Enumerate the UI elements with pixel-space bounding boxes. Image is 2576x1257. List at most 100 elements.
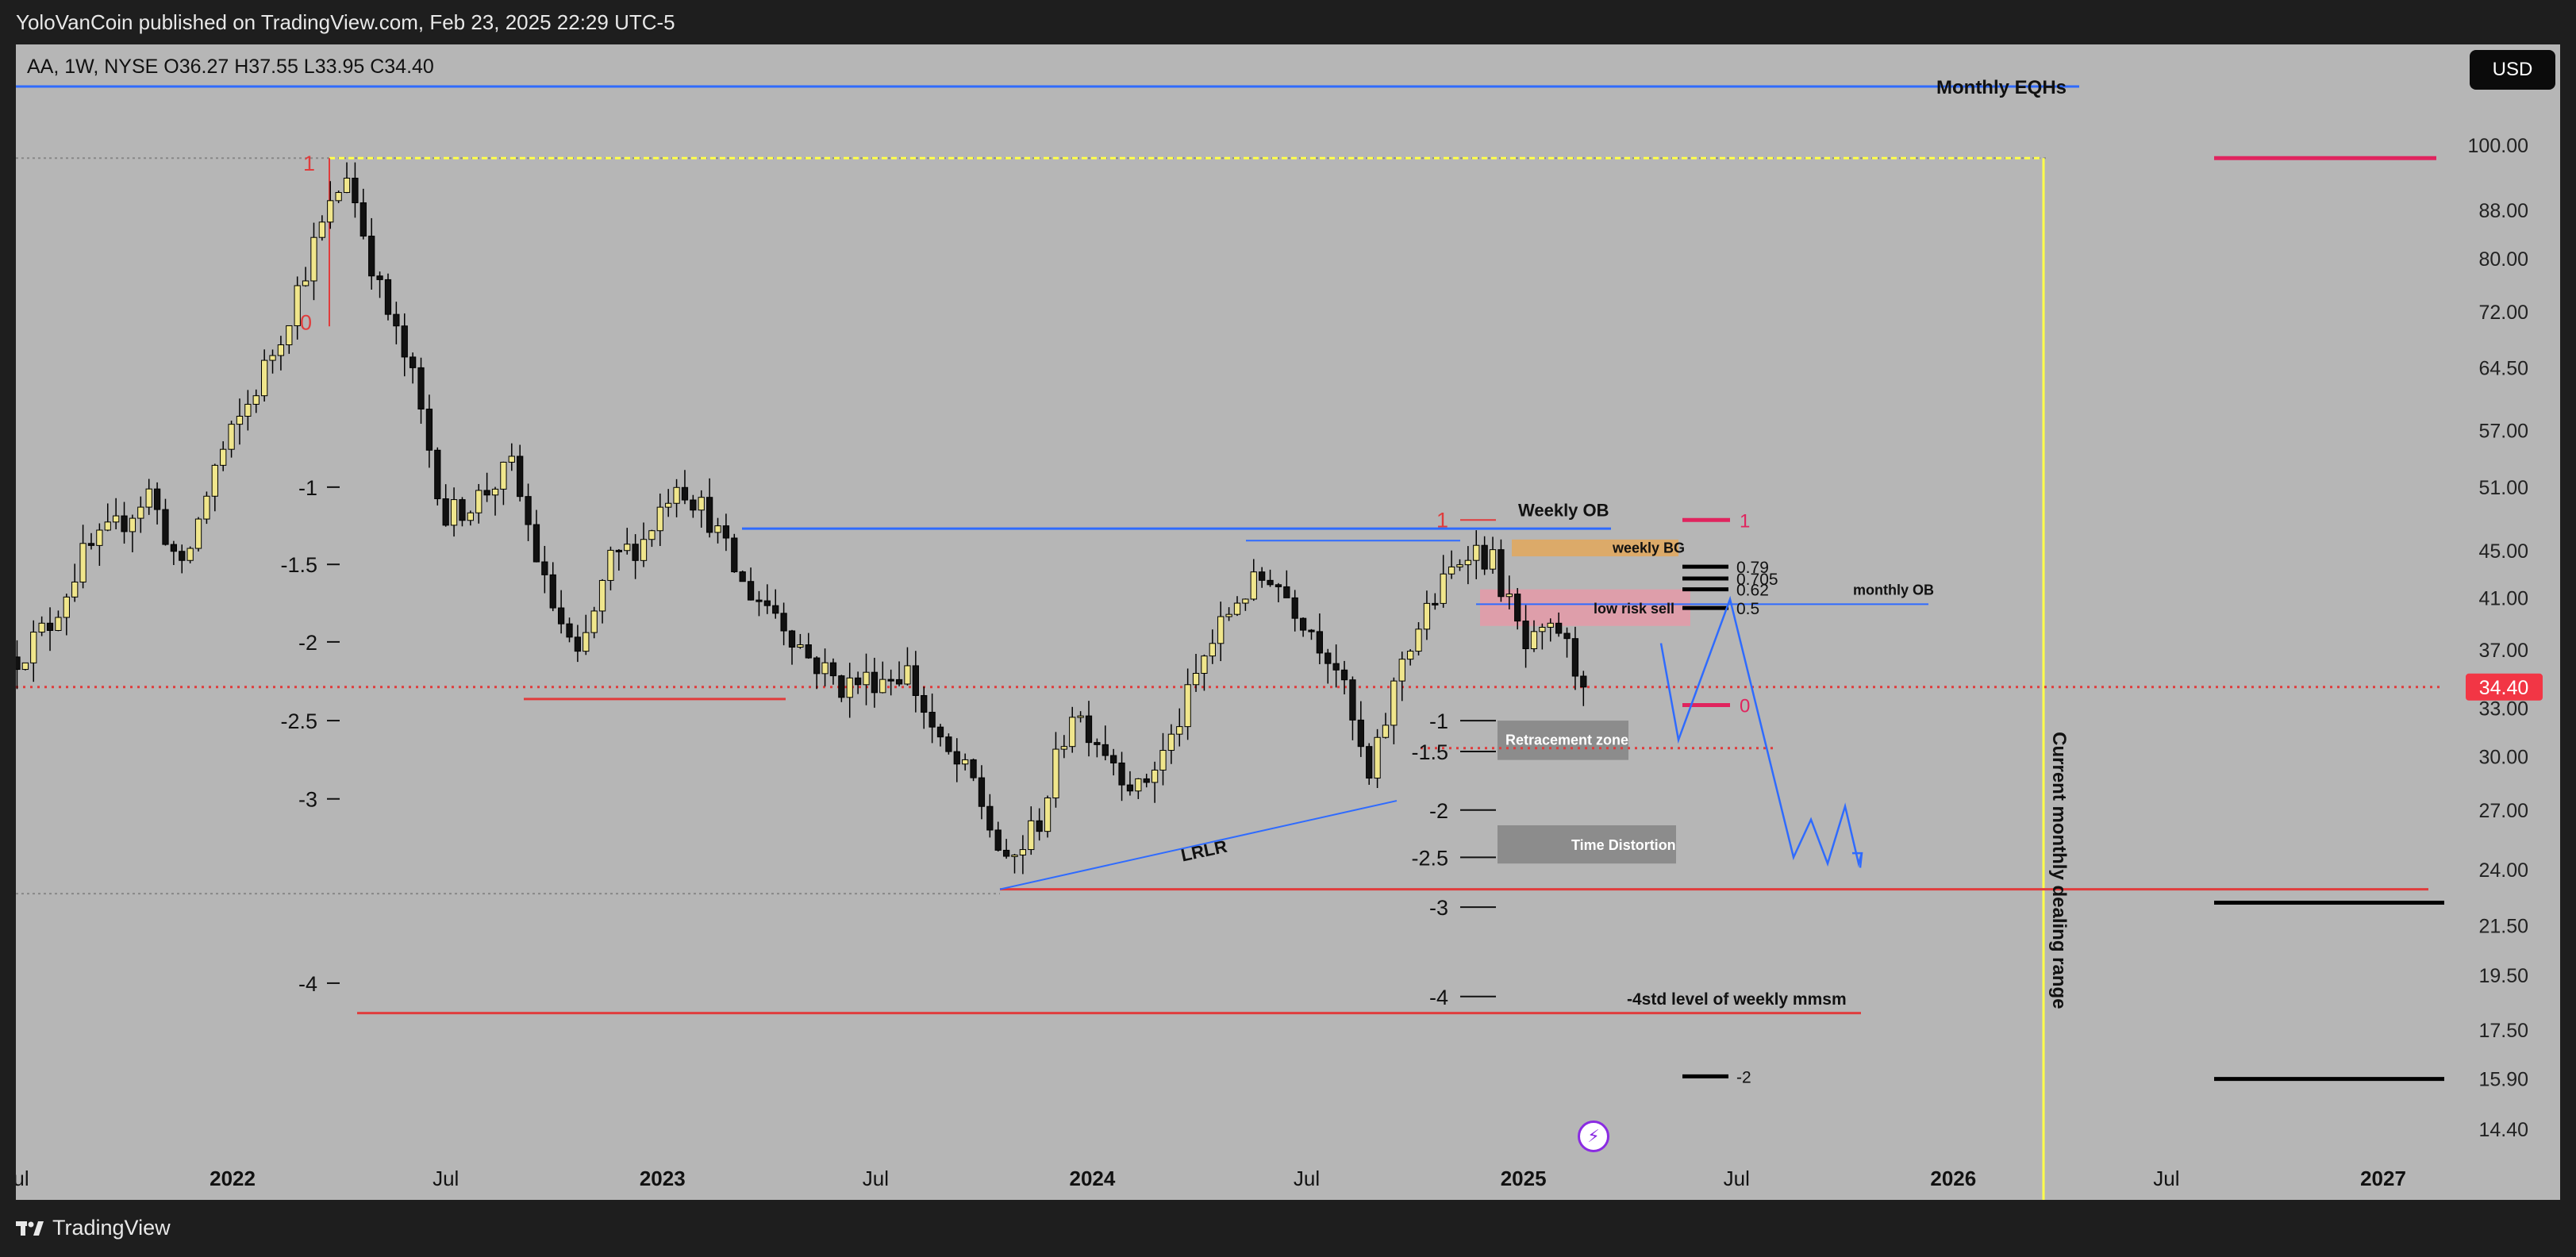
candle-body (517, 456, 524, 498)
candle-body (863, 671, 870, 686)
time-tick-label: 2022 (210, 1167, 256, 1190)
candle-body (632, 544, 639, 561)
std-level-label: -4 (298, 972, 317, 996)
candle-body (228, 424, 235, 450)
weekly-bg-zone (1512, 539, 1678, 557)
candle-body (500, 461, 507, 490)
candle-body (1151, 769, 1159, 783)
candle-body (1432, 602, 1439, 605)
candle-body (1259, 571, 1266, 581)
std-level-label: -1 (1429, 709, 1448, 733)
candle-body (1217, 616, 1225, 644)
candle-body (978, 777, 986, 807)
candle-body (327, 200, 334, 223)
candle-body (186, 548, 194, 561)
price-tick-label: 30.00 (2478, 746, 2528, 768)
candle-body (483, 490, 490, 496)
candle-body (747, 581, 755, 601)
candle-body (434, 449, 441, 500)
candle-body (739, 571, 746, 582)
chart-pane[interactable]: 0.79 0.705 0.62 0.5 -2 -1 -1.5 -2 -2.5 -3 -4 1 0 -1 -1… (16, 44, 2560, 1200)
candle-body (936, 726, 944, 738)
pink-one-label: 1 (1740, 510, 1750, 532)
lines-layer (16, 85, 2454, 1200)
candle-body (994, 829, 1002, 851)
candle-body (829, 662, 837, 677)
time-tick-label: Jul (2153, 1167, 2179, 1190)
candle-body (352, 177, 359, 204)
candle-body (1060, 746, 1067, 750)
candle-body (1398, 659, 1405, 682)
candle-body (220, 448, 227, 466)
candle-body (1357, 719, 1364, 748)
candle-body (1547, 622, 1554, 628)
currency-button[interactable]: USD (2470, 50, 2555, 90)
candle-body (121, 515, 128, 532)
candle-body (797, 644, 804, 648)
footer-bar: TradingView (0, 1200, 2576, 1257)
candle-body (1102, 744, 1109, 756)
candle-body (1201, 655, 1208, 674)
std-level-label: -2.5 (280, 709, 317, 733)
candle-body (1036, 820, 1043, 832)
retracement-zone-label: Retracement zone (1505, 732, 1628, 748)
candle-body (879, 678, 886, 694)
dealing-range-label: Current monthly dealing range (2048, 732, 2070, 1009)
candle-body (467, 512, 474, 521)
price-tick-label: 100.00 (2468, 135, 2528, 157)
price-tick-label: 88.00 (2478, 200, 2528, 222)
candle-body (170, 544, 178, 552)
candle-body (590, 610, 598, 633)
std-level-label: -4 (1429, 986, 1448, 1009)
candle-body (442, 498, 449, 526)
publish-info: YoloVanCoin published on TradingView.com… (16, 10, 675, 34)
candle-body (1019, 849, 1027, 855)
candle-body (566, 623, 573, 638)
candle-body (343, 177, 351, 194)
candle-body (673, 486, 680, 504)
candle-body (21, 662, 29, 671)
candle-body (1135, 778, 1142, 792)
time-tick-label: 2026 (1930, 1167, 1976, 1190)
candle-body (491, 488, 499, 496)
candle-body (1209, 643, 1216, 657)
candle-body (30, 632, 37, 663)
price-tick-label: 51.00 (2478, 477, 2528, 499)
projection-path (1659, 595, 1863, 867)
projection-layer (1659, 595, 1863, 868)
candle-body (1448, 566, 1455, 575)
candle-body (38, 622, 45, 633)
weekly-ob-label: Weekly OB (1518, 501, 1609, 521)
candle-body (755, 599, 763, 602)
candle-body (698, 497, 705, 511)
candle-body (962, 759, 969, 765)
candle-body (211, 464, 218, 497)
candle-body (1176, 726, 1183, 735)
candle-body (1250, 571, 1257, 600)
candle-body (1514, 594, 1521, 622)
candle-body (87, 543, 95, 546)
candle-body (1094, 742, 1101, 745)
tradingview-brand[interactable]: TradingView (16, 1216, 171, 1240)
time-distortion-zone (1498, 825, 1676, 864)
candle-body (335, 192, 342, 202)
candle-body (1464, 559, 1472, 566)
candle-body (1159, 750, 1167, 771)
candle-body (1225, 613, 1232, 617)
candle-body (615, 549, 622, 552)
projection-arrowhead (1852, 851, 1863, 868)
candle-body (302, 280, 310, 286)
candle-body (508, 456, 515, 463)
candle-body (1440, 573, 1447, 604)
candle-body (55, 617, 62, 631)
time-distortion-label: Time Distortion (1571, 837, 1676, 853)
lightning-icon[interactable]: ⚡ (1578, 1121, 1609, 1152)
candle-body (821, 662, 829, 675)
std-level-label: -3 (298, 788, 317, 812)
candle-body (1283, 586, 1290, 598)
candle-body (1126, 784, 1134, 792)
candle-body (706, 497, 713, 533)
candle-body (1275, 584, 1282, 587)
candle-body (1530, 631, 1538, 649)
